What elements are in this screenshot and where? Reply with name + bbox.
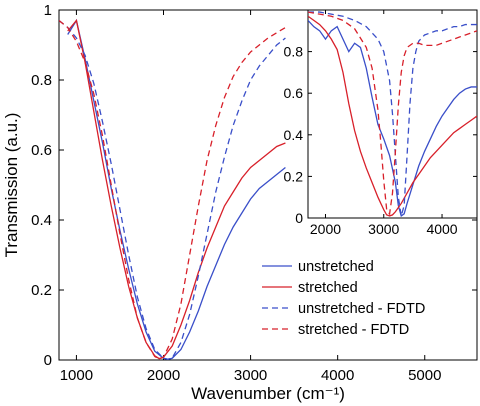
main-y-tick-label: 0.8	[31, 72, 52, 89]
inset-series-1-line	[308, 19, 477, 217]
inset-y-tick-label: 0.2	[284, 168, 304, 184]
inset-series-2-line	[308, 15, 477, 217]
inset-y-tick-label: 0.6	[284, 85, 304, 101]
main-x-tick-label: 4000	[321, 367, 354, 384]
main-series-2-line	[67, 19, 286, 360]
inset-y-tick-label: 0.4	[284, 127, 304, 143]
inset-y-tick-label: 0	[295, 210, 303, 226]
x-axis-label: Wavenumber (cm⁻¹)	[191, 384, 345, 403]
legend-label-3: unstretched - FDTD	[298, 301, 425, 317]
inset-x-tick-label: 3000	[368, 221, 399, 237]
main-y-tick-label: 0	[44, 352, 52, 369]
inset-series-group	[308, 11, 477, 217]
legend-label-2: stretched	[298, 280, 358, 296]
main-x-tick-label: 5000	[408, 367, 441, 384]
inset-y-tick-label: 0.8	[284, 44, 304, 60]
main-y-tick-label: 0.2	[31, 282, 52, 299]
main-series-4-line	[59, 19, 286, 360]
legend-label-4: stretched - FDTD	[298, 322, 409, 338]
main-y-tick-label: 1	[44, 2, 52, 19]
main-x-tick-label: 2000	[147, 367, 180, 384]
main-y-tick-label: 0.6	[31, 142, 52, 159]
main-series-1-line	[67, 18, 286, 360]
main-series-group	[59, 18, 286, 360]
main-x-tick-label: 1000	[60, 367, 93, 384]
inset-axis-ticks: 2000 3000 4000 0 0.2 0.4 0.6 0.8	[284, 10, 477, 237]
chart-legend: unstretched stretched unstretched - FDTD st…	[262, 259, 425, 338]
main-axis-ticks: 1000 2000 3000 4000 5000 0 0.2 0.4 0.6 0.8 1	[31, 2, 477, 384]
inset-series-4-line	[308, 11, 477, 216]
y-axis-label: Transmission (a.u.)	[2, 113, 21, 258]
legend-label-1: unstretched	[298, 259, 374, 275]
inset-x-tick-label: 4000	[426, 221, 457, 237]
inset-x-tick-label: 2000	[310, 221, 341, 237]
main-y-tick-label: 0.4	[31, 212, 52, 229]
main-series-3-line	[59, 19, 286, 360]
main-x-tick-label: 3000	[234, 367, 267, 384]
